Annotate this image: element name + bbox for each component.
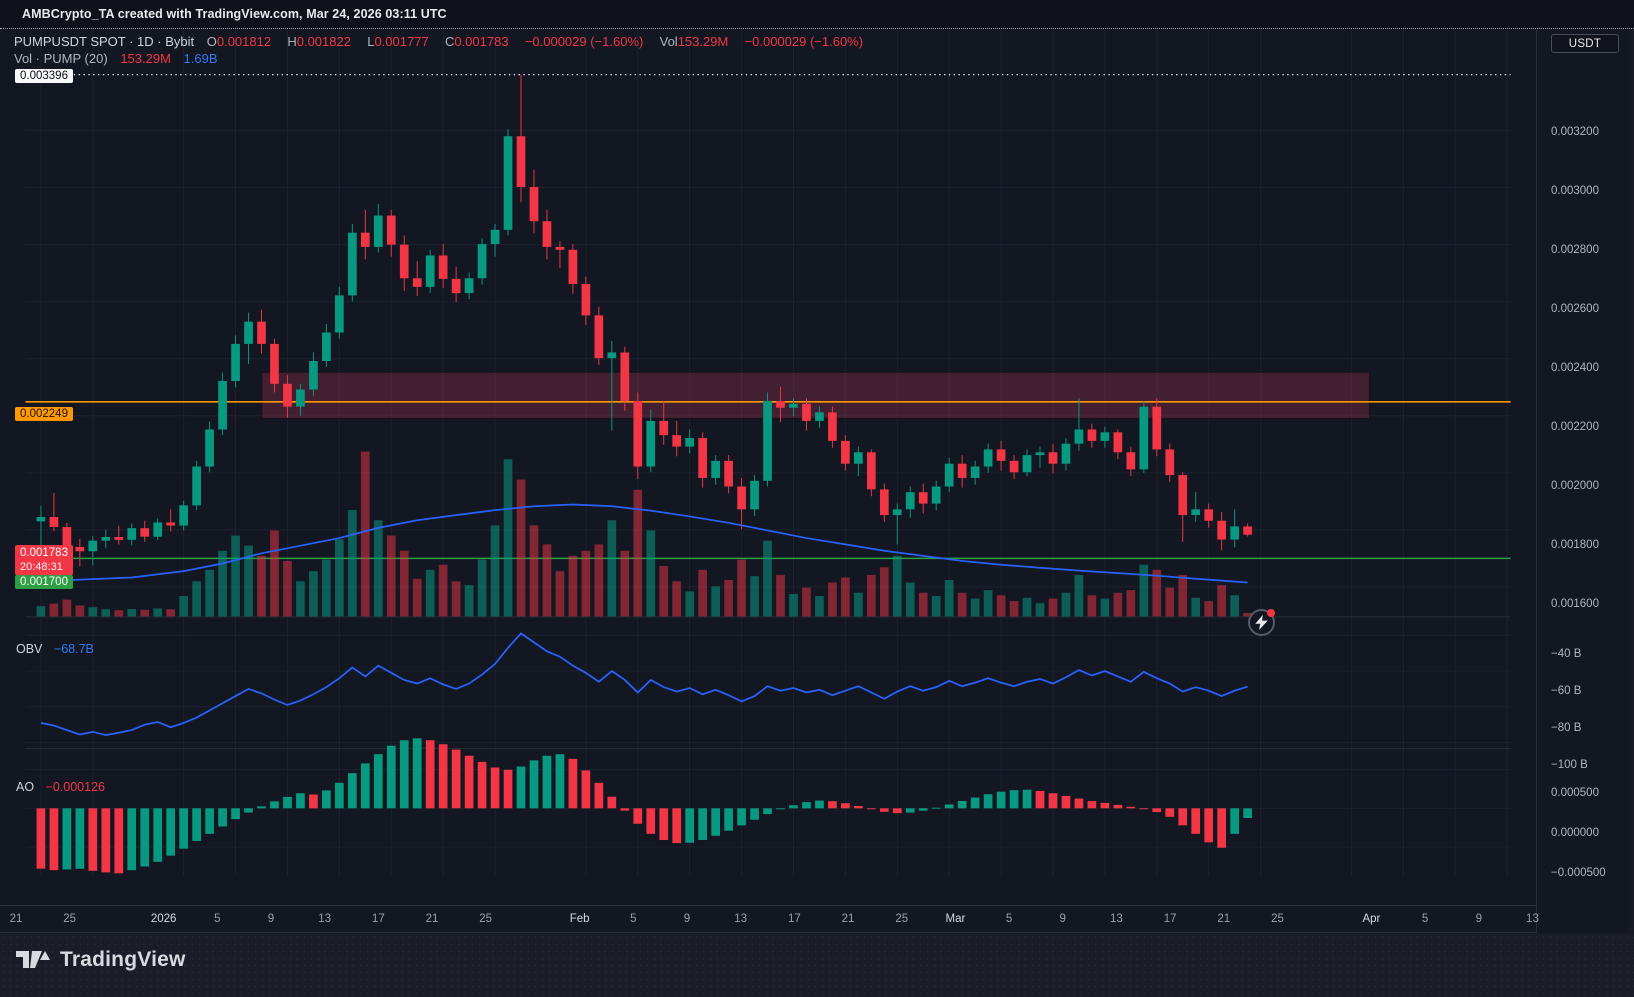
lightning-icon xyxy=(1255,615,1268,630)
price-tick-label: 0.003000 xyxy=(1551,185,1599,197)
time-tick-label: 17 xyxy=(787,913,801,925)
time-tick-label: 21 xyxy=(425,913,439,925)
obv-indicator-legend[interactable]: OBV −68.7B xyxy=(16,642,94,656)
time-tick-label: 21 xyxy=(9,913,23,925)
time-tick-label: 25 xyxy=(1271,913,1284,925)
obv-label: OBV xyxy=(16,642,43,656)
obv-tick-label: −40 B xyxy=(1551,648,1582,660)
time-tick-label: Mar xyxy=(945,913,966,925)
close-value: 0.001783 xyxy=(454,34,509,49)
candles xyxy=(36,74,1252,567)
price-axis-column[interactable] xyxy=(1536,30,1628,933)
price-tick-label: 0.002400 xyxy=(1551,362,1599,374)
support-line-price-label: 0.001700 xyxy=(15,575,73,589)
time-tick-label: 21 xyxy=(841,913,855,925)
price-chart-svg[interactable] xyxy=(0,30,1536,905)
obv-tick-label: −60 B xyxy=(1551,685,1582,697)
right-margin-strip xyxy=(1628,30,1634,933)
vol-indicator-value: 153.29M xyxy=(120,51,171,66)
attribution-text: AMBCrypto_TA created with TradingView.co… xyxy=(22,7,447,21)
notification-dot xyxy=(1267,609,1275,617)
obv-tick-label: −100 B xyxy=(1551,759,1588,771)
supply-zone-box xyxy=(260,371,1371,420)
volume-ma-line xyxy=(40,503,1248,584)
time-tick-label: 2026 xyxy=(150,913,177,925)
vol-ma-value: 1.69B xyxy=(183,51,218,66)
high-value: 0.001822 xyxy=(296,34,351,49)
low-label: L xyxy=(367,34,375,49)
time-tick-label: 25 xyxy=(895,913,909,925)
attribution-bar: AMBCrypto_TA created with TradingView.co… xyxy=(0,0,1634,29)
change-value: −0.000029 (−1.60%) xyxy=(524,34,644,49)
time-tick-label: 5 xyxy=(214,913,221,925)
ao-indicator-legend[interactable]: AO −0.000126 xyxy=(16,780,105,794)
ao-tick-label: −0.000500 xyxy=(1551,867,1606,879)
current-price-label: 0.001783 20:48:31 xyxy=(15,545,73,575)
ao-tick-label: 0.000000 xyxy=(1551,827,1599,839)
time-tick-label: 9 xyxy=(1059,913,1066,925)
time-axis[interactable]: 21 25 2026 5 9 13 17 21 25 Feb 5 9 13 17 21 25 Mar 5 9 13 17… xyxy=(0,905,1539,933)
ao-value: −0.000126 xyxy=(45,780,105,794)
tradingview-logo-text: TradingView xyxy=(60,948,186,971)
ath-price-label: 0.003396 xyxy=(15,69,73,83)
low-value: 0.001777 xyxy=(374,34,429,49)
supply-line-price-label: 0.002249 xyxy=(15,407,73,421)
time-tick-label: 13 xyxy=(1110,913,1123,925)
symbol-title[interactable]: PUMPUSDT SPOT · 1D · Bybit xyxy=(14,34,195,49)
ao-bars xyxy=(36,738,1252,874)
ao-label: AO xyxy=(16,780,35,794)
price-tick-label: 0.002800 xyxy=(1551,244,1599,256)
time-tick-label: 13 xyxy=(1526,913,1539,925)
volume-bars xyxy=(36,451,1252,617)
time-tick-label: 5 xyxy=(630,913,637,925)
time-tick-label: 5 xyxy=(1005,913,1013,925)
price-tick-label: 0.001600 xyxy=(1551,598,1599,610)
ao-tick-label: 0.000500 xyxy=(1551,787,1599,799)
volume-change: −0.000029 (−1.60%) xyxy=(744,34,864,49)
high-label: H xyxy=(287,34,297,49)
price-tick-label: 0.003200 xyxy=(1551,126,1599,138)
time-tick-label: 17 xyxy=(371,913,385,925)
instant-order-button[interactable] xyxy=(1248,609,1275,636)
time-tick-label: 9 xyxy=(267,913,275,925)
currency-toggle-button[interactable]: USDT xyxy=(1551,34,1619,53)
open-label: O xyxy=(206,34,217,49)
bar-countdown: 20:48:31 xyxy=(20,561,63,573)
obv-value: −68.7B xyxy=(53,642,94,656)
legend-row-2: Vol · PUMP (20) 153.29M 1.69B xyxy=(14,50,863,67)
obv-tick-label: −80 B xyxy=(1551,722,1582,734)
price-tick-label: 0.002000 xyxy=(1551,480,1599,492)
price-tick-label: 0.001800 xyxy=(1551,539,1599,551)
tradingview-logo[interactable]: TradingView xyxy=(16,948,186,972)
time-tick-label: 17 xyxy=(1163,913,1177,925)
time-tick-label: 9 xyxy=(683,913,691,925)
time-tick-label: 13 xyxy=(318,913,332,925)
current-price-value: 0.001783 xyxy=(20,547,68,559)
time-tick-label: 25 xyxy=(479,913,493,925)
close-label: C xyxy=(444,34,455,49)
symbol-legend[interactable]: PUMPUSDT SPOT · 1D · Bybit O0.001812 H0.… xyxy=(14,33,863,67)
obv-line xyxy=(40,632,1248,736)
bottom-margin xyxy=(0,934,1634,997)
price-tick-label: 0.002200 xyxy=(1551,421,1599,433)
time-tick-label: 25 xyxy=(63,913,77,925)
volume-value: 153.29M xyxy=(677,34,729,49)
time-tick-label: 21 xyxy=(1217,913,1231,925)
legend-row-1: PUMPUSDT SPOT · 1D · Bybit O0.001812 H0.… xyxy=(14,33,863,50)
time-tick-label: Apr xyxy=(1362,913,1381,925)
time-tick-label: Feb xyxy=(569,913,590,925)
tradingview-logo-icon xyxy=(16,951,50,968)
vol-indicator-label[interactable]: Vol · PUMP (20) xyxy=(14,51,108,66)
time-tick-label: 9 xyxy=(1475,913,1482,925)
time-tick-label: 13 xyxy=(734,913,748,925)
price-tick-label: 0.002600 xyxy=(1551,303,1599,315)
time-tick-label: 5 xyxy=(1421,913,1429,925)
open-value: 0.001812 xyxy=(216,34,272,49)
volume-label: Vol xyxy=(659,34,678,49)
